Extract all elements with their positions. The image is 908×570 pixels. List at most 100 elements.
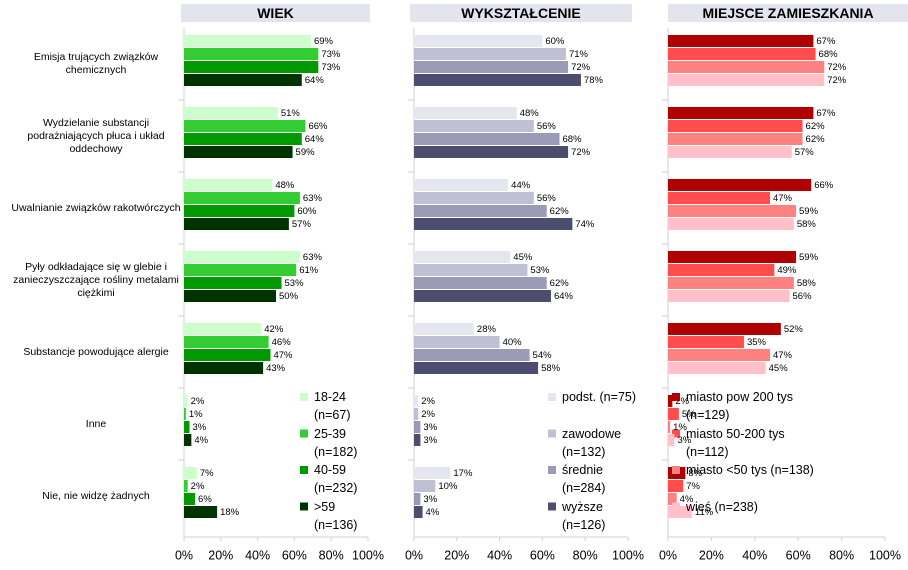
value-label: 7% [686,481,700,492]
legend-swatch [672,466,680,474]
bar [184,133,302,145]
value-label: 18% [220,507,240,518]
bar [414,251,511,263]
value-label: 78% [584,75,604,86]
x-tick-label: 60% [282,548,307,562]
value-label: 63% [303,252,323,263]
bar [414,434,421,446]
legend-label: zawodowe (n=132) [562,426,622,459]
value-label: 3% [193,422,207,433]
bar [414,395,419,407]
bar [668,48,816,60]
bar [414,48,566,60]
value-label: 54% [533,350,553,361]
value-label: 28% [477,324,497,335]
value-label: 2% [191,481,205,492]
panel-title: MIEJSCE ZAMIESZKANIA [668,4,908,22]
value-label: 3% [678,435,692,446]
category-label: Emisja trujących związków chemicznych [33,51,159,76]
legend-label: >59 (n=136) [314,499,358,532]
value-label: 72% [571,62,591,73]
x-tick-label: 100% [612,548,644,562]
category-label: Substancje powodujące alergie [23,345,169,358]
legend-label: miasto pow 200 tys (n=129) [686,390,793,422]
legend-swatch [672,429,680,438]
value-label: 46% [272,337,292,348]
bar [184,336,269,348]
value-label: 59% [799,252,819,263]
value-label: 4% [426,507,440,518]
bar [668,107,814,119]
value-label: 40% [503,337,523,348]
x-tick-label: 20% [699,548,724,562]
bar [414,218,573,230]
value-label: 1% [673,422,687,433]
bar [184,107,278,119]
bar [184,349,271,361]
value-label: 59% [296,147,316,158]
value-label: 45% [769,363,789,374]
value-label: 42% [264,324,284,335]
value-label: 3% [423,422,437,433]
bar [668,277,794,289]
value-label: 45% [513,252,533,263]
bar [414,506,423,518]
bar [184,421,190,433]
value-label: 63% [303,193,323,204]
value-label: 67% [816,36,836,47]
bar [668,421,671,433]
value-label: 2% [675,396,689,407]
bar [668,480,684,492]
legend-swatch [548,429,556,438]
bar [184,290,276,302]
bar [668,349,770,361]
bar [668,290,790,302]
value-label: 47% [773,350,793,361]
value-label: 60% [297,206,317,217]
x-tick-label: 80% [829,548,854,562]
value-label: 62% [550,206,570,217]
bar [184,480,188,492]
legend-swatch [548,466,556,474]
value-label: 64% [305,134,325,145]
category-label: Wydzielanie substancji podrażniających p… [27,116,165,155]
x-tick-label: 0% [405,548,423,562]
bar [414,290,551,302]
value-label: 2% [421,409,435,420]
bar [414,120,534,132]
bar [668,434,675,446]
bar [414,493,421,505]
bar [184,323,262,335]
x-tick-label: 40% [742,548,767,562]
bar [668,61,825,73]
bar [668,493,677,505]
legend-label: 18-24 (n=67) [314,390,351,422]
legend-swatch [548,393,556,401]
bar [184,251,300,263]
legend-label: średnie (n=284) [562,463,606,495]
value-label: 52% [784,324,804,335]
bar [414,349,530,361]
value-label: 53% [530,265,550,276]
bar [184,467,197,479]
value-label: 50% [279,291,299,302]
value-label: 58% [797,219,817,230]
bar [184,434,192,446]
value-label: 56% [537,121,557,132]
value-label: 66% [814,180,834,191]
bar [184,61,319,73]
value-label: 66% [308,121,328,132]
value-label: 3% [423,435,437,446]
value-label: 44% [511,180,531,191]
panel-title: WIEK [181,4,370,22]
bar [668,35,814,47]
value-label: 4% [194,435,208,446]
value-label: 51% [281,108,301,119]
panel-title: WYKSZTAŁCENIE [410,4,632,22]
legend-swatch [300,466,308,474]
bar [414,277,547,289]
bar [184,74,302,86]
value-label: 1% [189,409,203,420]
